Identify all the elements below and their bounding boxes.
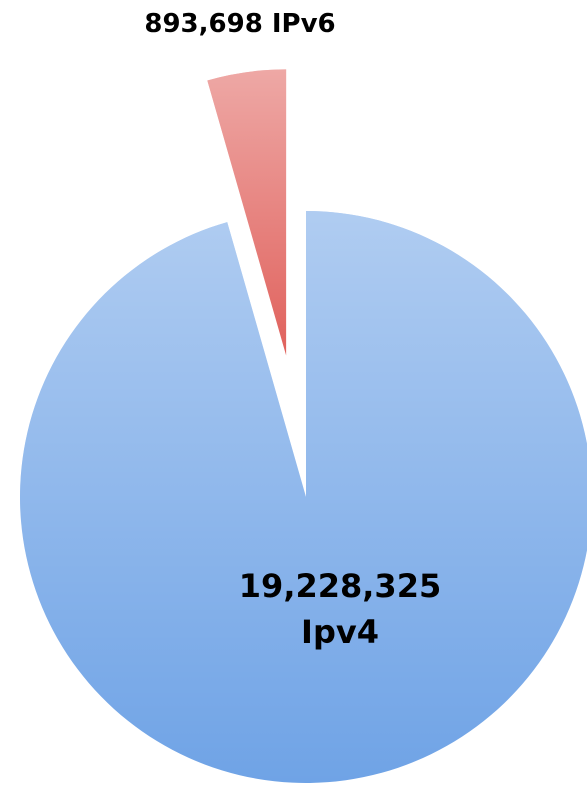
slice-shine: [20, 211, 587, 783]
slice-group: [207, 69, 287, 356]
slice-value-label: 893,698: [144, 9, 262, 39]
slice-value-label: 19,228,325: [239, 567, 441, 605]
slice-shine: [207, 69, 287, 356]
slice-space: [263, 9, 272, 39]
slice-category-label: IPv6: [272, 9, 336, 39]
slice-group: [20, 211, 587, 783]
slice-label: 893,698 IPv6: [144, 9, 335, 39]
slice-category-label: Ipv4: [301, 613, 379, 651]
